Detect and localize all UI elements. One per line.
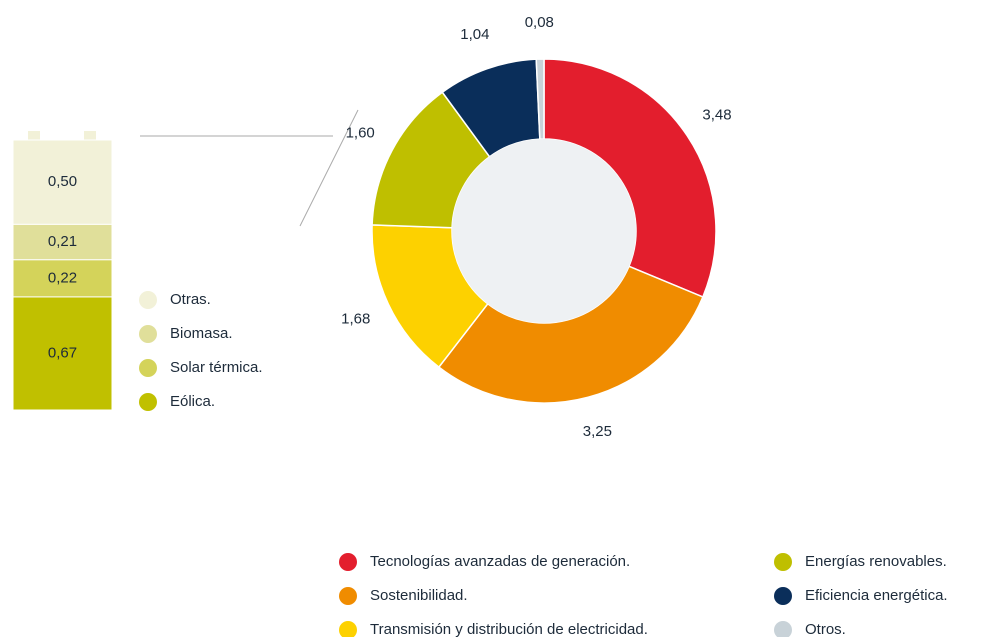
legend-marker (139, 359, 157, 377)
legend-marker (774, 587, 792, 605)
legend-label: Energías renovables. (805, 553, 947, 570)
data-label: 1,04 (460, 26, 489, 43)
legend-label: Sostenibilidad. (370, 587, 468, 604)
legend-label: Otros. (805, 621, 846, 637)
legend-marker (139, 325, 157, 343)
legend-label: Eólica. (170, 393, 215, 410)
legend-label: Biomasa. (170, 325, 233, 342)
legend-marker (339, 587, 357, 605)
data-label: 0,67 (48, 344, 77, 361)
legend-label: Otras. (170, 291, 211, 308)
legend-marker (339, 553, 357, 571)
bar-segment (12, 296, 113, 411)
bar-segment (12, 223, 113, 261)
bar-segment (12, 259, 113, 298)
legend-label: Transmisión y distribución de electricid… (370, 621, 648, 637)
data-label: 0,21 (48, 233, 77, 250)
legend-label: Solar térmica. (170, 359, 263, 376)
data-label: 1,60 (346, 125, 375, 142)
legend-marker (139, 291, 157, 309)
legend-marker (774, 621, 792, 637)
legend-marker (774, 553, 792, 571)
pie-slice (543, 58, 717, 298)
legend-label: Tecnologías avanzadas de generación. (370, 553, 630, 570)
data-label: 3,48 (702, 107, 731, 124)
donut-center (452, 139, 636, 323)
data-label: 0,22 (48, 269, 77, 286)
data-label: 1,68 (341, 310, 370, 327)
legend-marker (339, 621, 357, 637)
bar-cap (84, 131, 96, 140)
connector (299, 109, 359, 227)
data-label: 3,25 (583, 423, 612, 440)
bar-cap (28, 131, 40, 140)
bar-segment (12, 139, 113, 225)
legend-label: Eficiencia energética. (805, 587, 948, 604)
data-label: 0,50 (48, 173, 77, 190)
data-label: 0,08 (525, 14, 554, 31)
legend-marker (139, 393, 157, 411)
